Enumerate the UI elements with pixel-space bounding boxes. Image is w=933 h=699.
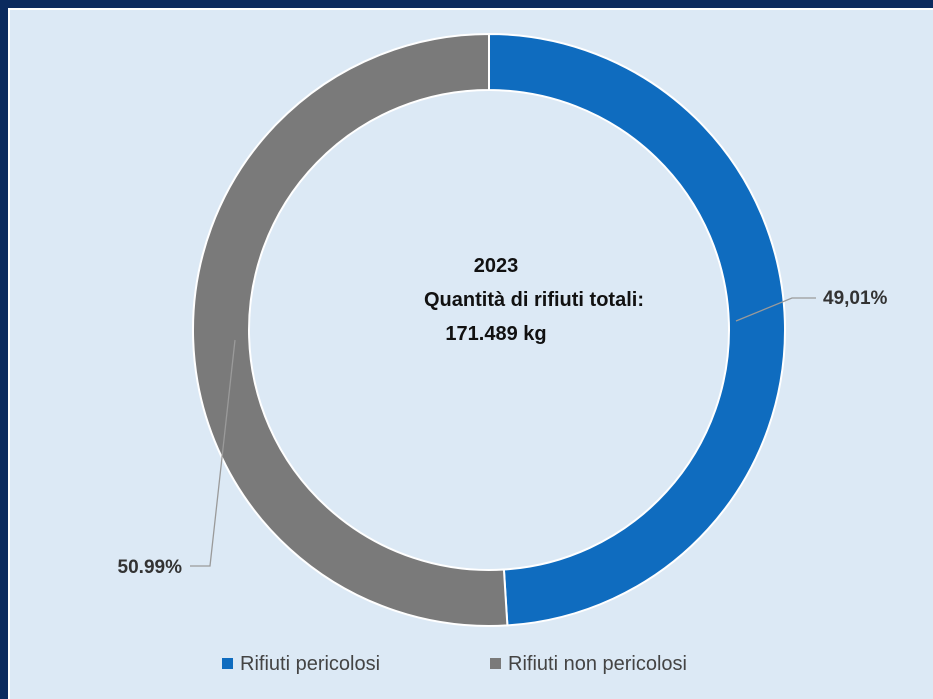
slice-label-rifiuti-non-pericolosi: 50.99%	[118, 557, 183, 578]
leader-line-rifiuti-pericolosi	[735, 297, 816, 322]
center-total: 171.489 kg	[445, 323, 546, 345]
leader-lines	[190, 297, 816, 567]
donut-chart: 2023 Quantità di rifiuti totali: 171.489…	[118, 32, 888, 675]
center-year: 2023	[474, 255, 519, 277]
legend-label-rifiuti-pericolosi: Rifiuti pericolosi	[240, 653, 380, 675]
leader-line-rifiuti-non-pericolosi	[190, 339, 236, 567]
chart-frame: 2023 Quantità di rifiuti totali: 171.489…	[8, 8, 933, 699]
legend-swatch-rifiuti-pericolosi	[222, 658, 233, 669]
legend-swatch-rifiuti-non-pericolosi	[490, 658, 501, 669]
slice-rifiuti-non-pericolosi	[192, 32, 509, 627]
legend-label-rifiuti-non-pericolosi: Rifiuti non pericolosi	[508, 653, 687, 675]
donut-slices	[192, 32, 786, 627]
legend: Rifiuti pericolosi Rifiuti non pericolos…	[222, 653, 687, 675]
slice-label-rifiuti-pericolosi: 49,01%	[823, 288, 888, 309]
slice-rifiuti-pericolosi	[488, 32, 786, 627]
center-title: Quantità di rifiuti totali:	[424, 289, 644, 311]
